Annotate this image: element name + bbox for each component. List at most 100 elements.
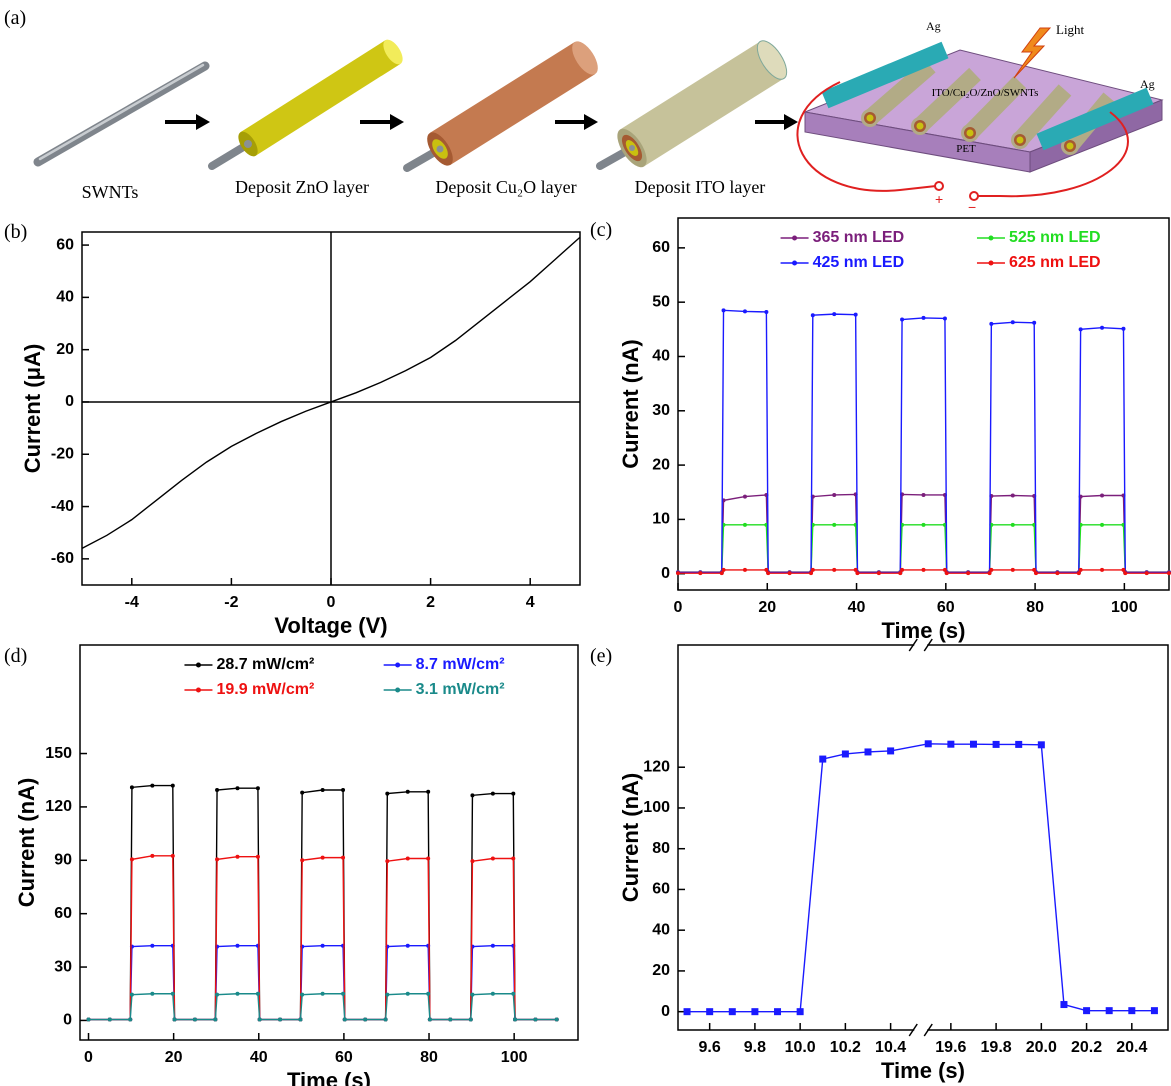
y-tick-label: 60 [56, 236, 74, 253]
data-point [1151, 1007, 1158, 1014]
data-point [743, 523, 747, 527]
y-tick-label: 20 [652, 962, 670, 979]
y-tick-label: 60 [54, 905, 72, 922]
data-point [256, 992, 260, 996]
data-point [925, 740, 932, 747]
data-point [426, 857, 430, 861]
legend-marker [196, 663, 201, 668]
light-label: Light [1056, 22, 1085, 37]
wire-end [1017, 137, 1024, 144]
data-point [832, 523, 836, 527]
data-point [469, 1018, 473, 1022]
data-point [832, 568, 836, 572]
data-point [384, 1018, 388, 1022]
chart-panel: (d)0204060801000306090120150Time (s)Curr… [4, 645, 578, 1086]
data-point [491, 992, 495, 996]
x-tick-label: 0 [84, 1049, 93, 1066]
data-point [811, 568, 815, 572]
data-point [235, 944, 239, 948]
data-point [171, 992, 175, 996]
legend-marker [395, 688, 400, 693]
data-line [678, 494, 1169, 572]
data-point [1011, 568, 1015, 572]
data-point [213, 1018, 217, 1022]
data-point [215, 993, 219, 997]
data-point [743, 495, 747, 499]
rod [38, 66, 205, 162]
plot-frame [678, 645, 1168, 1030]
data-point [1011, 523, 1015, 527]
data-point [751, 1008, 758, 1015]
data-point [150, 944, 154, 948]
plot-frame [678, 218, 1169, 590]
data-point [1011, 320, 1015, 324]
legend-label: 19.9 mW/cm² [216, 681, 314, 698]
y-tick-label: 60 [652, 881, 670, 898]
x-tick-label: 9.6 [699, 1039, 721, 1056]
data-point [343, 1018, 347, 1022]
data-point [1100, 326, 1104, 330]
legend-label: 365 nm LED [813, 229, 905, 246]
data-line [89, 946, 557, 1020]
data-point [989, 322, 993, 326]
data-point [406, 944, 410, 948]
terminal-label: − [968, 199, 976, 215]
layers-label: ITO/Cu₂O/ZnO/SWNTs [932, 87, 1039, 99]
data-point [1032, 321, 1036, 325]
data-point [321, 856, 325, 860]
y-tick-label: 40 [652, 921, 670, 938]
y-axis-title: Current (nA) [14, 778, 39, 908]
x-tick-label: 19.8 [981, 1039, 1012, 1056]
data-point [258, 1018, 262, 1022]
data-point [130, 993, 134, 997]
data-point [108, 1018, 112, 1022]
data-point [1100, 523, 1104, 527]
data-point [989, 568, 993, 572]
y-axis-title: Current (nA) [618, 773, 643, 903]
data-point [1121, 327, 1125, 331]
data-point [970, 741, 977, 748]
data-point [900, 568, 904, 572]
data-point [448, 1018, 452, 1022]
data-point [1123, 571, 1127, 575]
arrow-head [196, 114, 210, 130]
data-point [684, 1008, 691, 1015]
x-tick-label: 20.4 [1116, 1039, 1147, 1056]
y-tick-label: 20 [56, 341, 74, 358]
data-point [428, 1018, 432, 1022]
data-point [1038, 741, 1045, 748]
x-tick-label: 40 [250, 1049, 268, 1066]
data-point [555, 1018, 559, 1022]
data-point [943, 316, 947, 320]
y-tick-label: 40 [652, 348, 670, 365]
data-point [385, 993, 389, 997]
x-tick-label: 0 [674, 599, 683, 616]
x-axis-title: Time (s) [881, 1058, 965, 1083]
panel-label: (a) [4, 7, 26, 29]
x-tick-label: 20.0 [1026, 1039, 1057, 1056]
y-tick-label: -20 [51, 445, 74, 462]
x-tick-label: 2 [426, 594, 435, 611]
y-tick-label: 100 [643, 799, 670, 816]
data-point [406, 790, 410, 794]
x-tick-label: 100 [1111, 599, 1138, 616]
data-point [993, 741, 1000, 748]
electrode-label: Ag [926, 19, 941, 33]
data-point [130, 785, 134, 789]
data-point [832, 312, 836, 316]
panel-label: (c) [590, 219, 612, 241]
data-point [385, 859, 389, 863]
data-point [171, 854, 175, 858]
y-tick-label: 90 [54, 852, 72, 869]
data-point [797, 1008, 804, 1015]
data-point [341, 788, 345, 792]
legend-marker [988, 261, 993, 266]
y-tick-label: -40 [51, 498, 74, 515]
data-point [729, 1008, 736, 1015]
wire-end [917, 123, 924, 130]
data-point [1100, 494, 1104, 498]
data-point [491, 857, 495, 861]
data-point [341, 992, 345, 996]
data-point [1128, 1007, 1135, 1014]
y-tick-label: 40 [56, 289, 74, 306]
